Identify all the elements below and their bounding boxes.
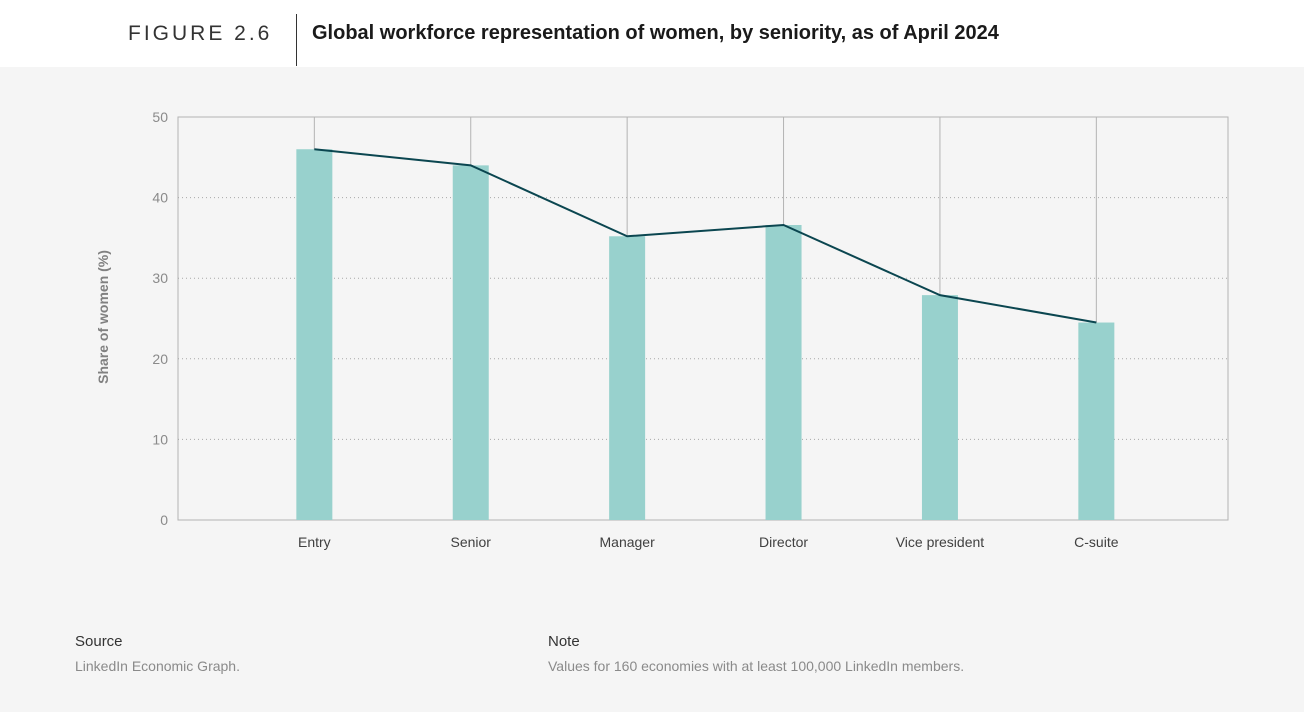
figure-header: FIGURE 2.6 Global workforce representati… xyxy=(0,0,1304,67)
note-heading: Note xyxy=(548,633,580,650)
x-tick-labels: Entry Senior Manager Director Vice president… xyxy=(298,534,1119,550)
bar xyxy=(765,225,802,520)
chart-area: 0 10 20 30 40 50 Entry Senior Manager Director Vi… xyxy=(0,67,1304,587)
source-block: Source LinkedIn Economic Graph. xyxy=(75,633,240,674)
source-text: LinkedIn Economic Graph. xyxy=(75,658,240,674)
y-tick-label: 10 xyxy=(152,431,168,447)
figure-title: Global workforce representation of women… xyxy=(312,22,999,44)
y-tick-label: 50 xyxy=(152,109,168,125)
bar xyxy=(609,236,646,520)
x-tick-label: Entry xyxy=(298,534,331,550)
chart-line xyxy=(314,148,1097,324)
note-block: Note Values for 160 economies with at le… xyxy=(548,633,964,674)
y-tick-label: 20 xyxy=(152,351,168,367)
y-tick-label: 30 xyxy=(152,270,168,286)
figure-label: FIGURE 2.6 xyxy=(128,22,273,45)
x-tick-label: Director xyxy=(759,534,808,550)
y-axis-label: Share of women (%) xyxy=(95,250,111,384)
x-tick-label: Vice president xyxy=(896,534,985,550)
y-tick-labels: 0 10 20 30 40 50 xyxy=(152,109,168,528)
y-tick-label: 0 xyxy=(160,512,168,528)
bar xyxy=(452,165,489,521)
bar xyxy=(1078,322,1115,520)
series-line xyxy=(314,148,1097,324)
note-text: Values for 160 economies with at least 1… xyxy=(548,658,965,674)
bar xyxy=(296,149,333,520)
bar xyxy=(921,295,958,520)
bar-line-chart: 0 10 20 30 40 50 Entry Senior Manager Director Vi… xyxy=(95,109,1229,550)
x-tick-label: Manager xyxy=(600,534,656,550)
x-tick-label: C-suite xyxy=(1074,534,1119,550)
plot-frame xyxy=(177,116,1229,521)
x-tick-label: Senior xyxy=(451,534,492,550)
header-divider xyxy=(296,14,297,66)
source-heading: Source xyxy=(75,633,123,650)
chart-bars xyxy=(296,149,1115,521)
y-tick-label: 40 xyxy=(152,190,168,206)
